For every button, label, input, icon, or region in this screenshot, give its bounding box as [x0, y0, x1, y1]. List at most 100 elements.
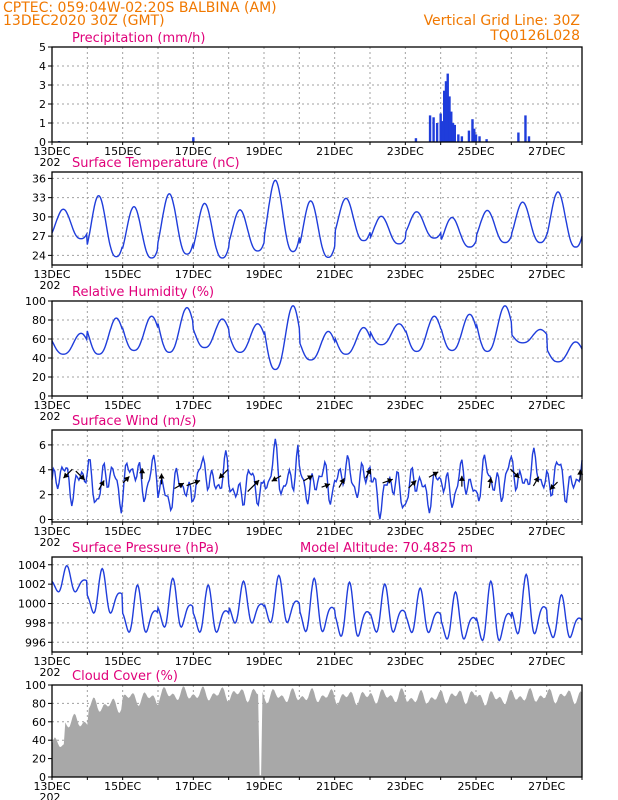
- wind-arrow-head: [218, 472, 225, 479]
- x-tick-label: 19DEC: [245, 145, 282, 158]
- wind-arrow-head: [339, 478, 345, 485]
- x-year-fragment: 202: [40, 536, 61, 549]
- precip-bar: [471, 119, 474, 142]
- y-tick-label: 0: [39, 771, 46, 784]
- x-year-fragment: 202: [40, 410, 61, 423]
- wind-arrow-head: [63, 472, 70, 479]
- precip-bar: [192, 137, 195, 142]
- x-tick-label: 25DEC: [457, 780, 494, 793]
- x-tick-label: 15DEC: [104, 780, 141, 793]
- wind-arrow-head: [79, 474, 85, 480]
- model-id: TQ0126L028: [489, 28, 580, 44]
- x-tick-label: 19DEC: [245, 268, 282, 281]
- precip-bar: [450, 111, 453, 142]
- precip-bar: [453, 124, 456, 142]
- y-tick-label: 1000: [18, 598, 46, 611]
- x-tick-label: 23DEC: [387, 525, 424, 538]
- x-tick-label: 25DEC: [457, 655, 494, 668]
- x-tick-label: 19DEC: [245, 780, 282, 793]
- x-tick-label: 27DEC: [528, 268, 565, 281]
- panel-title: Relative Humidity (%): [72, 285, 214, 300]
- y-tick-label: 996: [25, 636, 46, 649]
- y-tick-label: 60: [32, 716, 46, 729]
- x-tick-label: 23DEC: [387, 145, 424, 158]
- y-tick-label: 4: [39, 60, 46, 73]
- x-tick-label: 15DEC: [104, 655, 141, 668]
- wind-arrow-head: [387, 478, 393, 484]
- x-year-fragment: 202: [40, 156, 61, 169]
- x-tick-label: 21DEC: [316, 268, 353, 281]
- precip-bar: [446, 73, 449, 142]
- x-tick-label: 27DEC: [528, 780, 565, 793]
- y-tick-label: 6: [39, 439, 46, 452]
- y-tick-label: 1: [39, 117, 46, 130]
- y-tick-label: 20: [32, 753, 46, 766]
- wind-arrow-head: [99, 480, 105, 487]
- station-info: CPTEC: 059:04W-02:20S BALBINA (AM): [3, 0, 277, 16]
- x-tick-label: 15DEC: [104, 525, 141, 538]
- panel-3: [48, 300, 583, 399]
- panel-frame: [51, 429, 583, 523]
- x-tick-label: 21DEC: [316, 145, 353, 158]
- panel-frame: [51, 46, 583, 143]
- panel-frame: [51, 300, 583, 397]
- cloud-cover-area: [52, 686, 582, 777]
- run-date: 13DEC2020 30Z (GMT): [3, 13, 165, 29]
- y-tick-label: 2: [39, 98, 46, 111]
- wind-arrow-head: [123, 476, 130, 483]
- wind-arrow-head: [271, 476, 278, 482]
- x-tick-label: 13DEC: [33, 399, 70, 412]
- x-tick-label: 13DEC: [33, 655, 70, 668]
- x-tick-label: 21DEC: [316, 655, 353, 668]
- wind-arrow-head: [324, 482, 331, 489]
- humidity-line: [51, 305, 583, 371]
- x-tick-label: 15DEC: [104, 145, 141, 158]
- x-tick-label: 27DEC: [528, 399, 565, 412]
- y-tick-label: 40: [32, 352, 46, 365]
- precip-bar: [443, 90, 446, 142]
- wind-arrow-head: [458, 475, 465, 481]
- x-tick-label: 27DEC: [528, 525, 565, 538]
- y-tick-label: 0: [39, 390, 46, 403]
- x-tick-label: 17DEC: [175, 525, 212, 538]
- x-tick-label: 21DEC: [316, 525, 353, 538]
- y-tick-label: 4: [39, 464, 46, 477]
- wind-arrow-head: [533, 476, 539, 483]
- x-tick-label: 21DEC: [316, 399, 353, 412]
- panel-frame: [51, 684, 583, 778]
- wind-arrow-head: [549, 483, 556, 490]
- precip-bar: [527, 136, 531, 142]
- precip-bar: [451, 123, 455, 142]
- panel-2: [48, 171, 583, 268]
- wind-arrow-head: [513, 472, 520, 478]
- panel-4: [48, 429, 584, 525]
- x-tick-label: 13DEC: [33, 145, 70, 158]
- x-tick-label: 17DEC: [175, 399, 212, 412]
- x-tick-label: 13DEC: [33, 268, 70, 281]
- model-altitude-note: Model Altitude: 70.4825 m: [300, 541, 473, 556]
- wind-arrow-head: [365, 468, 372, 475]
- panel-title: Surface Wind (m/s): [72, 414, 196, 429]
- y-tick-label: 20: [32, 371, 46, 384]
- x-tick-label: 25DEC: [457, 525, 494, 538]
- x-tick-label: 19DEC: [245, 525, 282, 538]
- x-tick-label: 23DEC: [387, 655, 424, 668]
- y-tick-label: 100: [25, 679, 46, 692]
- x-tick-label: 13DEC: [33, 780, 70, 793]
- y-tick-label: 27: [32, 230, 46, 243]
- precip-bar: [439, 113, 442, 142]
- y-tick-label: 998: [25, 617, 46, 630]
- wind-arrow-head: [139, 468, 146, 474]
- x-year-fragment: 202: [40, 666, 61, 679]
- precip-bar: [414, 138, 418, 142]
- wind-arrow-head: [432, 471, 439, 477]
- precip-bar: [441, 121, 444, 142]
- panel-frame: [51, 556, 583, 653]
- x-tick-label: 25DEC: [457, 268, 494, 281]
- x-tick-label: 21DEC: [316, 780, 353, 793]
- vertical-grid-note: Vertical Grid Line: 30Z: [424, 13, 580, 29]
- precip-bar: [474, 134, 478, 142]
- x-tick-label: 17DEC: [175, 268, 212, 281]
- x-tick-label: 23DEC: [387, 780, 424, 793]
